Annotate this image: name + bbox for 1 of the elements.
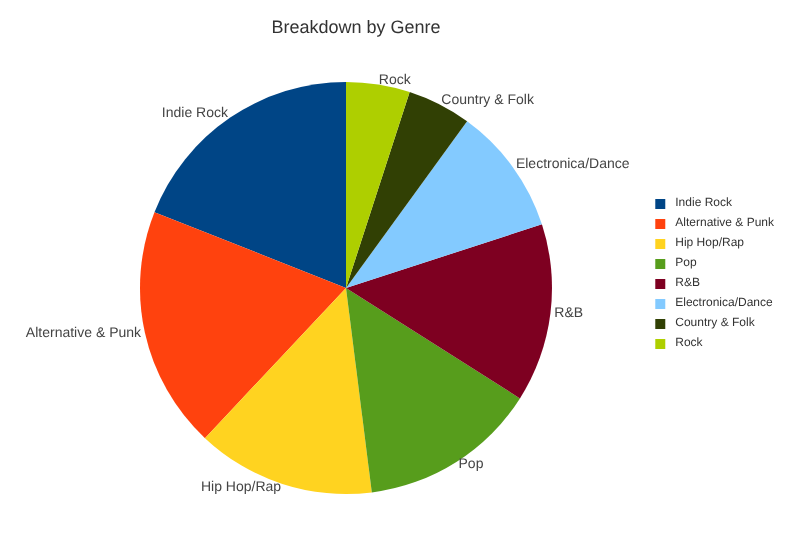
chart-title: Breakdown by Genre [271, 17, 441, 37]
